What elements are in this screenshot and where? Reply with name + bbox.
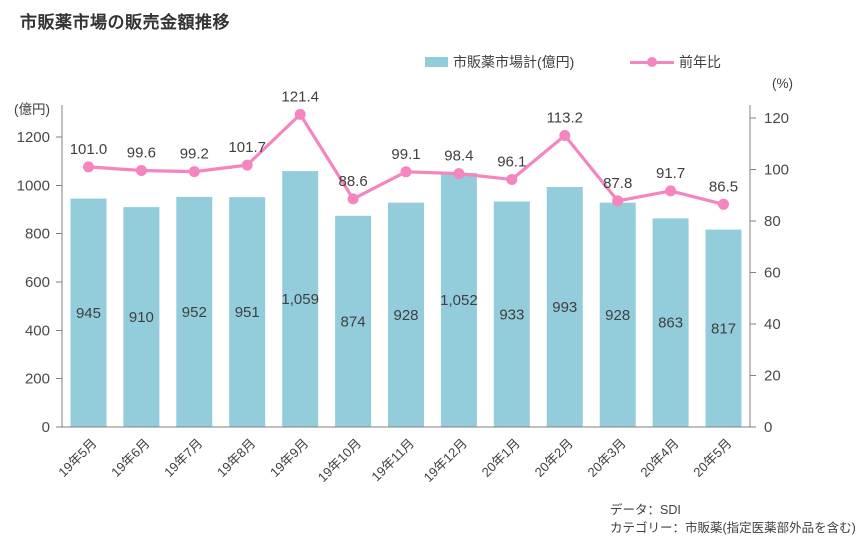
- yoy-value-label: 99.2: [180, 146, 209, 163]
- left-axis-tick-label: 0: [42, 419, 50, 436]
- bar-20年3月: [599, 202, 636, 427]
- yoy-value-label: 96.1: [497, 154, 526, 171]
- left-axis-tick-label: 1000: [17, 177, 50, 194]
- right-axis-unit-label: (%): [772, 76, 793, 91]
- bar-value-label: 910: [129, 309, 154, 326]
- bar-value-label: 952: [182, 304, 207, 321]
- bar-19年8月: [229, 197, 266, 427]
- chart-title: 市販薬市場の販売金額推移: [20, 13, 230, 32]
- bar-value-label: 863: [658, 315, 683, 332]
- bar-20年4月: [652, 218, 689, 427]
- left-axis-unit-label: (億円): [14, 102, 50, 117]
- yoy-value-label: 121.4: [281, 88, 319, 105]
- footer-data-source: データ：SDI: [610, 503, 681, 517]
- left-axis-tick-label: 200: [25, 371, 50, 388]
- right-axis-tick-label: 80: [764, 213, 781, 230]
- bar-19年11月: [388, 202, 424, 427]
- x-axis-category-label: 19年8月: [214, 436, 258, 480]
- x-axis-category-label: 19年5月: [55, 436, 99, 480]
- x-axis-category-label: 20年2月: [532, 436, 576, 480]
- legend-item-line: 前年比: [630, 54, 721, 70]
- x-axis-category-label: 20年4月: [637, 436, 681, 480]
- left-axis-tick-label: 800: [25, 226, 50, 243]
- x-axis-category-label: 19年10月: [315, 436, 364, 485]
- yoy-line-marker: [506, 174, 518, 185]
- yoy-line-marker: [294, 108, 306, 120]
- x-axis-category-label: 19年11月: [368, 436, 417, 485]
- x-axis-category-label: 20年3月: [584, 436, 628, 480]
- x-axis-category-label: 20年5月: [690, 436, 734, 480]
- x-axis-category-label: 19年9月: [267, 436, 311, 480]
- left-axis-tick-label: 600: [25, 274, 50, 291]
- bar-20年2月: [546, 187, 583, 427]
- bar-19年6月: [123, 207, 160, 427]
- bar-19年9月: [282, 171, 319, 427]
- legend-bar-label: 市販薬市場計(億円): [453, 54, 575, 70]
- yoy-value-label: 99.6: [127, 145, 156, 162]
- legend-item-bars: 市販薬市場計(億円): [425, 54, 574, 70]
- x-axis-category-label: 20年1月: [479, 436, 523, 480]
- left-axis-tick-label: 1200: [17, 129, 50, 146]
- yoy-value-label: 88.6: [338, 173, 367, 190]
- bar-value-label: 874: [341, 313, 366, 330]
- bar-value-label: 817: [711, 320, 736, 337]
- yoy-line-marker: [453, 168, 465, 180]
- bar-19年10月: [335, 215, 372, 427]
- bar-value-label: 928: [393, 307, 418, 324]
- yoy-line-marker: [241, 159, 253, 171]
- bar-value-label: 951: [235, 304, 260, 321]
- right-axis-tick-label: 120: [764, 110, 789, 127]
- line-swatch-marker: [647, 57, 657, 67]
- yoy-value-label: 91.7: [656, 165, 685, 182]
- bar-value-label: 1,059: [281, 291, 319, 308]
- bar-19年5月: [70, 198, 107, 427]
- bar-value-label: 945: [76, 305, 101, 322]
- bar-value-label: 993: [552, 299, 577, 316]
- yoy-value-label: 98.4: [444, 148, 473, 165]
- yoy-value-label: 101.7: [228, 139, 266, 156]
- legend-line-label: 前年比: [679, 54, 721, 70]
- x-axis-category-label: 19年7月: [161, 436, 205, 480]
- bar-value-label: 933: [499, 306, 524, 323]
- yoy-value-label: 86.5: [709, 178, 738, 195]
- bar-value-label: 928: [605, 307, 630, 324]
- bar-series-swatch-icon: [425, 57, 448, 67]
- chart-footer: データ：SDI カテゴリー：市販薬(指定医薬部外品を含む): [610, 501, 856, 537]
- bar-20年5月: [705, 229, 742, 427]
- yoy-value-label: 101.0: [70, 141, 108, 158]
- footer-category: カテゴリー：市販薬(指定医薬部外品を含む): [610, 521, 856, 535]
- yoy-line-marker: [718, 198, 729, 210]
- yoy-value-label: 87.8: [603, 175, 632, 192]
- yoy-line-marker: [612, 195, 624, 207]
- left-axis-tick-label: 400: [25, 322, 50, 339]
- bar-19年12月: [440, 172, 477, 427]
- right-axis-tick-label: 40: [764, 316, 781, 333]
- right-axis-tick-label: 60: [764, 265, 781, 282]
- yoy-value-label: 113.2: [547, 110, 583, 127]
- yoy-line-marker: [188, 166, 200, 178]
- yoy-line-marker: [135, 165, 147, 176]
- yoy-line-marker: [83, 161, 94, 173]
- bar-value-label: 1,052: [440, 292, 478, 309]
- yoy-line-marker: [347, 193, 359, 205]
- line-series-swatch-icon: [630, 57, 674, 67]
- x-axis-category-label: 19年6月: [108, 436, 152, 480]
- yoy-line-marker: [665, 185, 677, 197]
- right-axis-tick-label: 100: [764, 162, 789, 179]
- yoy-line-marker: [559, 130, 571, 141]
- bar-20年1月: [493, 201, 530, 427]
- yoy-value-label: 99.1: [391, 146, 420, 163]
- yoy-line-marker: [400, 166, 412, 178]
- x-axis-category-label: 19年12月: [421, 436, 470, 485]
- bar-19年7月: [176, 196, 213, 427]
- right-axis-tick-label: 0: [764, 419, 772, 436]
- right-axis-tick-label: 20: [764, 368, 781, 385]
